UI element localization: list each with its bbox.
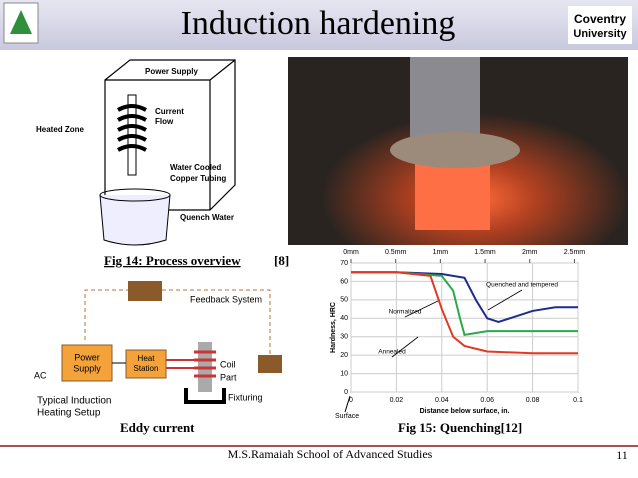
y-tick-label: 50	[340, 297, 348, 304]
x-tick-label: 0.02	[390, 397, 404, 404]
series-label: Quenched and tempered	[486, 282, 558, 289]
y-tick-label: 30	[340, 334, 348, 341]
label-arrow	[404, 299, 441, 318]
sensor	[258, 355, 282, 373]
page-number: 11	[616, 448, 628, 462]
y-tick-label: 40	[340, 315, 348, 322]
x2-tick-label: 0.5mm	[385, 249, 407, 256]
station-box	[125, 349, 167, 379]
controller	[128, 281, 162, 301]
label-arrow	[487, 289, 523, 311]
label: Quench Water	[180, 213, 234, 222]
label: Heating Setup	[37, 408, 101, 419]
label: Coil	[220, 359, 236, 369]
x-tick-label: 0.08	[526, 397, 540, 404]
x-tick-label: 0.04	[435, 397, 449, 404]
series-label: Annealed	[378, 349, 406, 356]
x2-tick-label: 0mm	[343, 249, 359, 256]
photo-hot-part	[415, 160, 490, 230]
footer: M.S.Ramaiah School of Advanced Studies	[228, 447, 433, 461]
caption: Fig 14: Process overview	[104, 253, 241, 268]
coil-shape	[194, 350, 216, 378]
logo-text: Coventry	[574, 12, 626, 26]
label: Power Supply	[145, 67, 198, 76]
label: Typical Induction	[37, 396, 112, 407]
x-tick-label: 0	[349, 397, 353, 404]
label: Station	[134, 364, 159, 373]
series-label: Normalized	[389, 309, 422, 316]
fixture	[184, 388, 226, 404]
power-box	[61, 344, 113, 382]
x-tick-label: 0.06	[480, 397, 494, 404]
y-tick-label: 0	[344, 389, 348, 396]
annotation: Surface	[335, 413, 359, 420]
x2-tick-label: 1mm	[433, 249, 449, 256]
label: Feedback System	[190, 294, 262, 304]
y-tick-label: 60	[340, 278, 348, 285]
label: Copper Tubing	[170, 174, 226, 183]
label: Flow	[155, 117, 174, 126]
label: Part	[220, 372, 237, 382]
beaker-rim	[99, 188, 171, 202]
label: Power	[74, 352, 100, 362]
title: Induction hardening	[181, 5, 456, 42]
label-arrow	[391, 336, 419, 358]
label: Heat	[138, 354, 156, 363]
series-line	[351, 271, 578, 355]
annotation-arrow	[344, 395, 351, 413]
supply-box	[104, 59, 236, 211]
photo-coil	[390, 132, 520, 168]
logo-text: University	[573, 28, 627, 40]
y-tick-label: 10	[340, 370, 348, 377]
feedback-line	[84, 289, 271, 355]
coil	[117, 104, 147, 152]
x2-tick-label: 2mm	[522, 249, 538, 256]
x-axis-label: Distance below surface, in.	[420, 408, 510, 415]
photo-shaft	[410, 57, 480, 137]
x2-tick-label: 1.5mm	[474, 249, 496, 256]
caption: Fig 15: Quenching[12]	[398, 420, 522, 435]
left-logo-mark	[10, 10, 32, 34]
caption: Eddy current	[120, 420, 195, 435]
beaker	[99, 194, 171, 246]
header-band	[0, 0, 638, 50]
series-line	[351, 271, 578, 324]
label: Fixturing	[228, 392, 263, 402]
x2-tick-label: 2.5mm	[564, 249, 586, 256]
label: AC	[34, 370, 47, 380]
label: Heated Zone	[36, 125, 85, 134]
y-tick-label: 70	[340, 260, 348, 267]
label: Current	[155, 107, 184, 116]
caption-ref: [8]	[274, 253, 289, 268]
y-tick-label: 20	[340, 352, 348, 359]
label: Supply	[73, 363, 101, 373]
x-tick-label: 0.1	[573, 397, 583, 404]
plot-area	[350, 262, 579, 393]
y-axis-label: Hardness, HRC	[330, 302, 337, 353]
right-logo	[568, 6, 632, 44]
label: Water Cooled	[170, 163, 221, 172]
